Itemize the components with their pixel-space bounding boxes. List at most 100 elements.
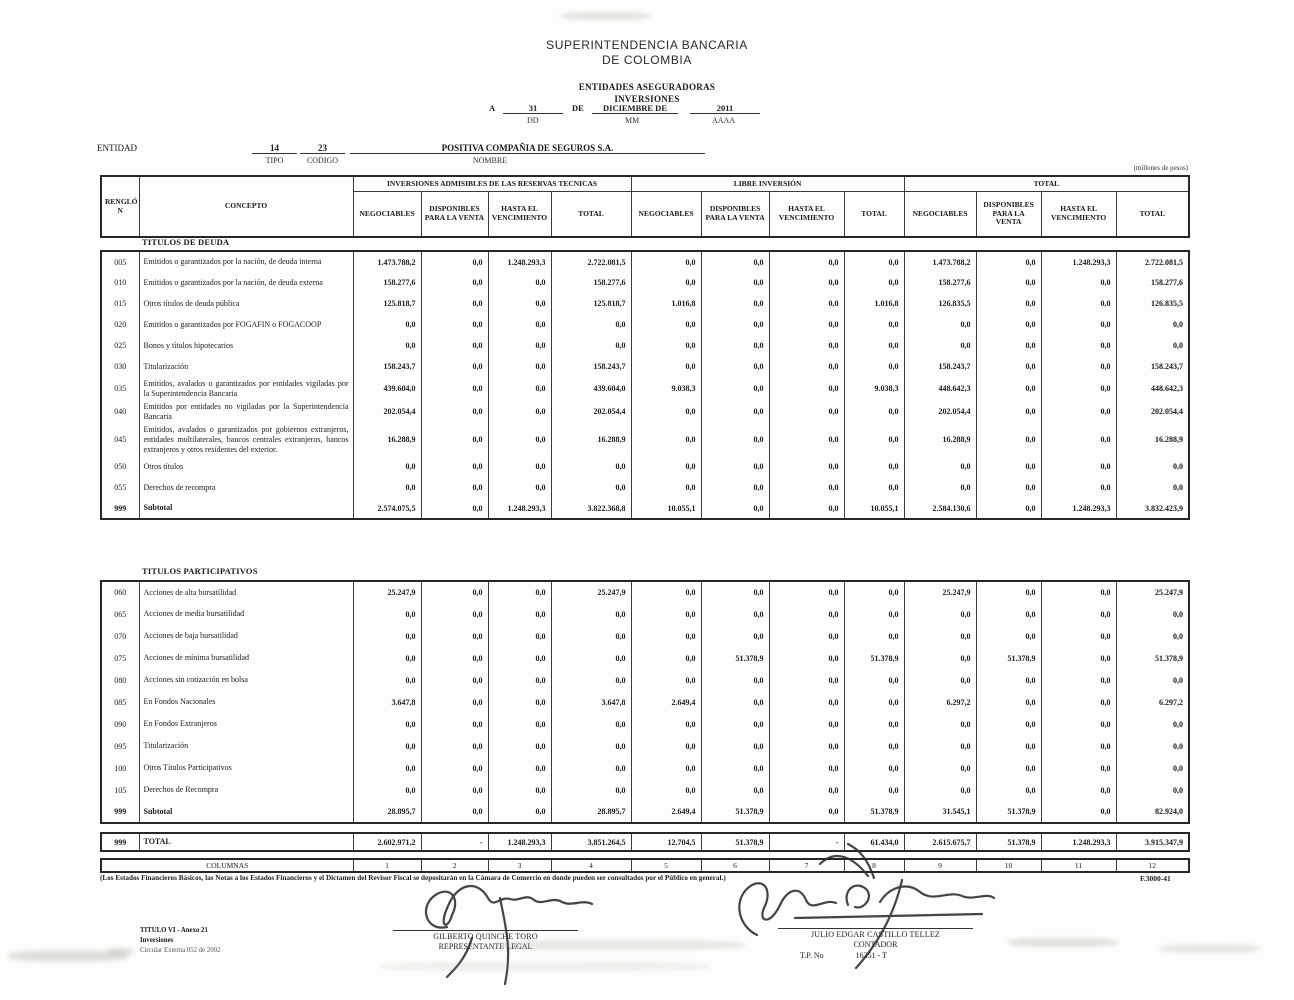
scan-artifact xyxy=(1160,944,1260,953)
value-cell: 0,0 xyxy=(768,477,845,499)
value-cell: 439.604,0 xyxy=(550,377,632,401)
value-cell: 0,0 xyxy=(903,735,977,757)
value-cell: 0,0 xyxy=(352,335,422,356)
value-cell: 0,0 xyxy=(630,735,702,757)
form-reference-block: TITULO VI - Anexo 21 Inversiones Circula… xyxy=(140,926,220,957)
value-cell: 0,0 xyxy=(487,335,552,356)
value-cell: 25.247,9 xyxy=(352,581,422,603)
concepto-cell: Subtotal xyxy=(138,498,354,520)
value-cell: 0,0 xyxy=(768,272,845,293)
value-cell: 0,0 xyxy=(843,400,905,424)
value-cell: 51.378,9 xyxy=(700,647,770,669)
value-cell: 0,0 xyxy=(630,603,702,625)
legal-footnote: (Los Estados Financieros Básicos, las No… xyxy=(100,874,726,882)
value-cell: 0,0 xyxy=(975,713,1042,735)
ref-titulo: TITULO VI - Anexo 21 xyxy=(140,927,208,934)
tp-label: T.P. No xyxy=(800,951,824,960)
value-cell: 2.722.081,5 xyxy=(550,251,632,272)
value-cell: 0,0 xyxy=(843,251,905,272)
subheader-total: TOTAL xyxy=(843,191,905,237)
value-cell: 0,0 xyxy=(1115,335,1190,356)
value-cell: 0,0 xyxy=(975,314,1042,335)
value-cell: 0,0 xyxy=(975,293,1042,314)
value-cell: 0,0 xyxy=(700,757,770,779)
unit-note: (millones de pesos) xyxy=(1133,164,1188,172)
value-cell: 0,0 xyxy=(550,456,632,478)
value-cell: 51.378,9 xyxy=(700,801,770,823)
value-cell: 28.895,7 xyxy=(352,801,422,823)
value-cell: 0,0 xyxy=(903,314,977,335)
value-cell: 0,0 xyxy=(420,735,489,757)
value-cell: 9.038,3 xyxy=(630,377,702,401)
value-cell: 0,0 xyxy=(700,625,770,647)
value-cell: 0,0 xyxy=(700,314,770,335)
value-cell: 0,0 xyxy=(975,498,1042,520)
value-cell: 158.277,6 xyxy=(550,272,632,293)
value-cell: 0,0 xyxy=(1040,779,1117,801)
column-number-cell: 2 xyxy=(420,859,489,872)
table-row: 065 Acciones de media bursatilidad 0,0 0,0 0… xyxy=(100,603,1190,625)
value-cell: 0,0 xyxy=(700,735,770,757)
value-cell: 0,0 xyxy=(1040,272,1117,293)
table-row: 105 Derechos de Recompra 0,0 0,0 0,0 0,0 0,0 0,… xyxy=(100,779,1190,801)
renglon-cell: 025 xyxy=(100,335,140,356)
value-cell: 0,0 xyxy=(630,456,702,478)
value-cell: 0,0 xyxy=(700,377,770,401)
value-cell: 0,0 xyxy=(700,423,770,457)
table-row: 999 Subtotal 2.574.075,5 0,0 1.248.293,3 3.82… xyxy=(100,498,1190,520)
value-cell: 25.247,9 xyxy=(550,581,632,603)
value-cell: 1.016,8 xyxy=(630,293,702,314)
value-cell: 158.243,7 xyxy=(352,356,422,377)
value-cell: 125.818,7 xyxy=(352,293,422,314)
value-cell: 0,0 xyxy=(1040,293,1117,314)
value-cell: 28.895,7 xyxy=(550,801,632,823)
renglon-cell: 090 xyxy=(100,713,140,735)
form-title: ENTIDADES ASEGURADORAS INVERSIONES xyxy=(0,82,1294,105)
table-row: 095 Titularización 0,0 0,0 0,0 0,0 0,0 0,0 0,0 0,… xyxy=(100,735,1190,757)
value-cell: 1.248.293,3 xyxy=(1040,498,1117,520)
value-cell: 1.248.293,3 xyxy=(487,498,552,520)
value-cell: 0,0 xyxy=(768,400,845,424)
codigo-label: CODIGO xyxy=(306,156,339,165)
table-row: 999 Subtotal 28.895,7 0,0 0,0 28.895,7 2.649,4… xyxy=(100,801,1190,823)
table-header: RENGLÓ N CONCEPTO INVERSIONES ADMISIBLES… xyxy=(100,175,1191,238)
value-cell: 0,0 xyxy=(420,377,489,401)
value-cell: 0,0 xyxy=(843,356,905,377)
value-cell: 0,0 xyxy=(975,669,1042,691)
value-cell: 0,0 xyxy=(487,669,552,691)
table-row: 080 Acciones sin cotización en bolsa 0,0 0,… xyxy=(100,669,1190,691)
value-cell: 25.247,9 xyxy=(903,581,977,603)
value-cell: 0,0 xyxy=(975,691,1042,713)
scan-artifact xyxy=(495,940,745,950)
value-cell: 51.378,9 xyxy=(843,801,905,823)
value-cell: 448.642,3 xyxy=(903,377,977,401)
concepto-cell: Emitidos o garantizados por la nación, d… xyxy=(138,272,354,293)
value-cell: 0,0 xyxy=(1040,377,1117,401)
value-cell: 0,0 xyxy=(1115,735,1190,757)
concepto-cell: Emitidos o garantizados por la nación, d… xyxy=(138,251,354,272)
value-cell: 0,0 xyxy=(630,647,702,669)
value-cell: 0,0 xyxy=(1040,456,1117,478)
value-cell: 0,0 xyxy=(630,356,702,377)
value-cell: 51.378,9 xyxy=(843,647,905,669)
value-cell: 0,0 xyxy=(487,400,552,424)
value-cell: 0,0 xyxy=(420,335,489,356)
value-cell: 6.297,2 xyxy=(903,691,977,713)
table-row: 010 Emitidos o garantizados por la nación… xyxy=(100,272,1190,293)
value-cell: 0,0 xyxy=(550,779,632,801)
value-cell: 3.832.423,9 xyxy=(1115,498,1190,520)
value-cell: 439.604,0 xyxy=(352,377,422,401)
renglon-cell: 095 xyxy=(100,735,140,757)
value-cell: 0,0 xyxy=(1040,477,1117,499)
concepto-cell: Otros Títulos Participativos xyxy=(138,757,354,779)
value-cell: 0,0 xyxy=(700,456,770,478)
value-cell: 16.288,9 xyxy=(352,423,422,457)
value-cell: 51.378,9 xyxy=(1115,647,1190,669)
renglon-cell: 060 xyxy=(100,581,140,603)
scan-artifact xyxy=(560,12,650,20)
value-cell: 0,0 xyxy=(1115,314,1190,335)
value-cell: 202.054,4 xyxy=(903,400,977,424)
subheader-vencimiento: HASTA EL VENCIMIENTO xyxy=(1040,191,1117,237)
tp-number-line: T.P. No 16351 - T xyxy=(800,951,887,960)
value-cell: 1.473.788,2 xyxy=(352,251,422,272)
